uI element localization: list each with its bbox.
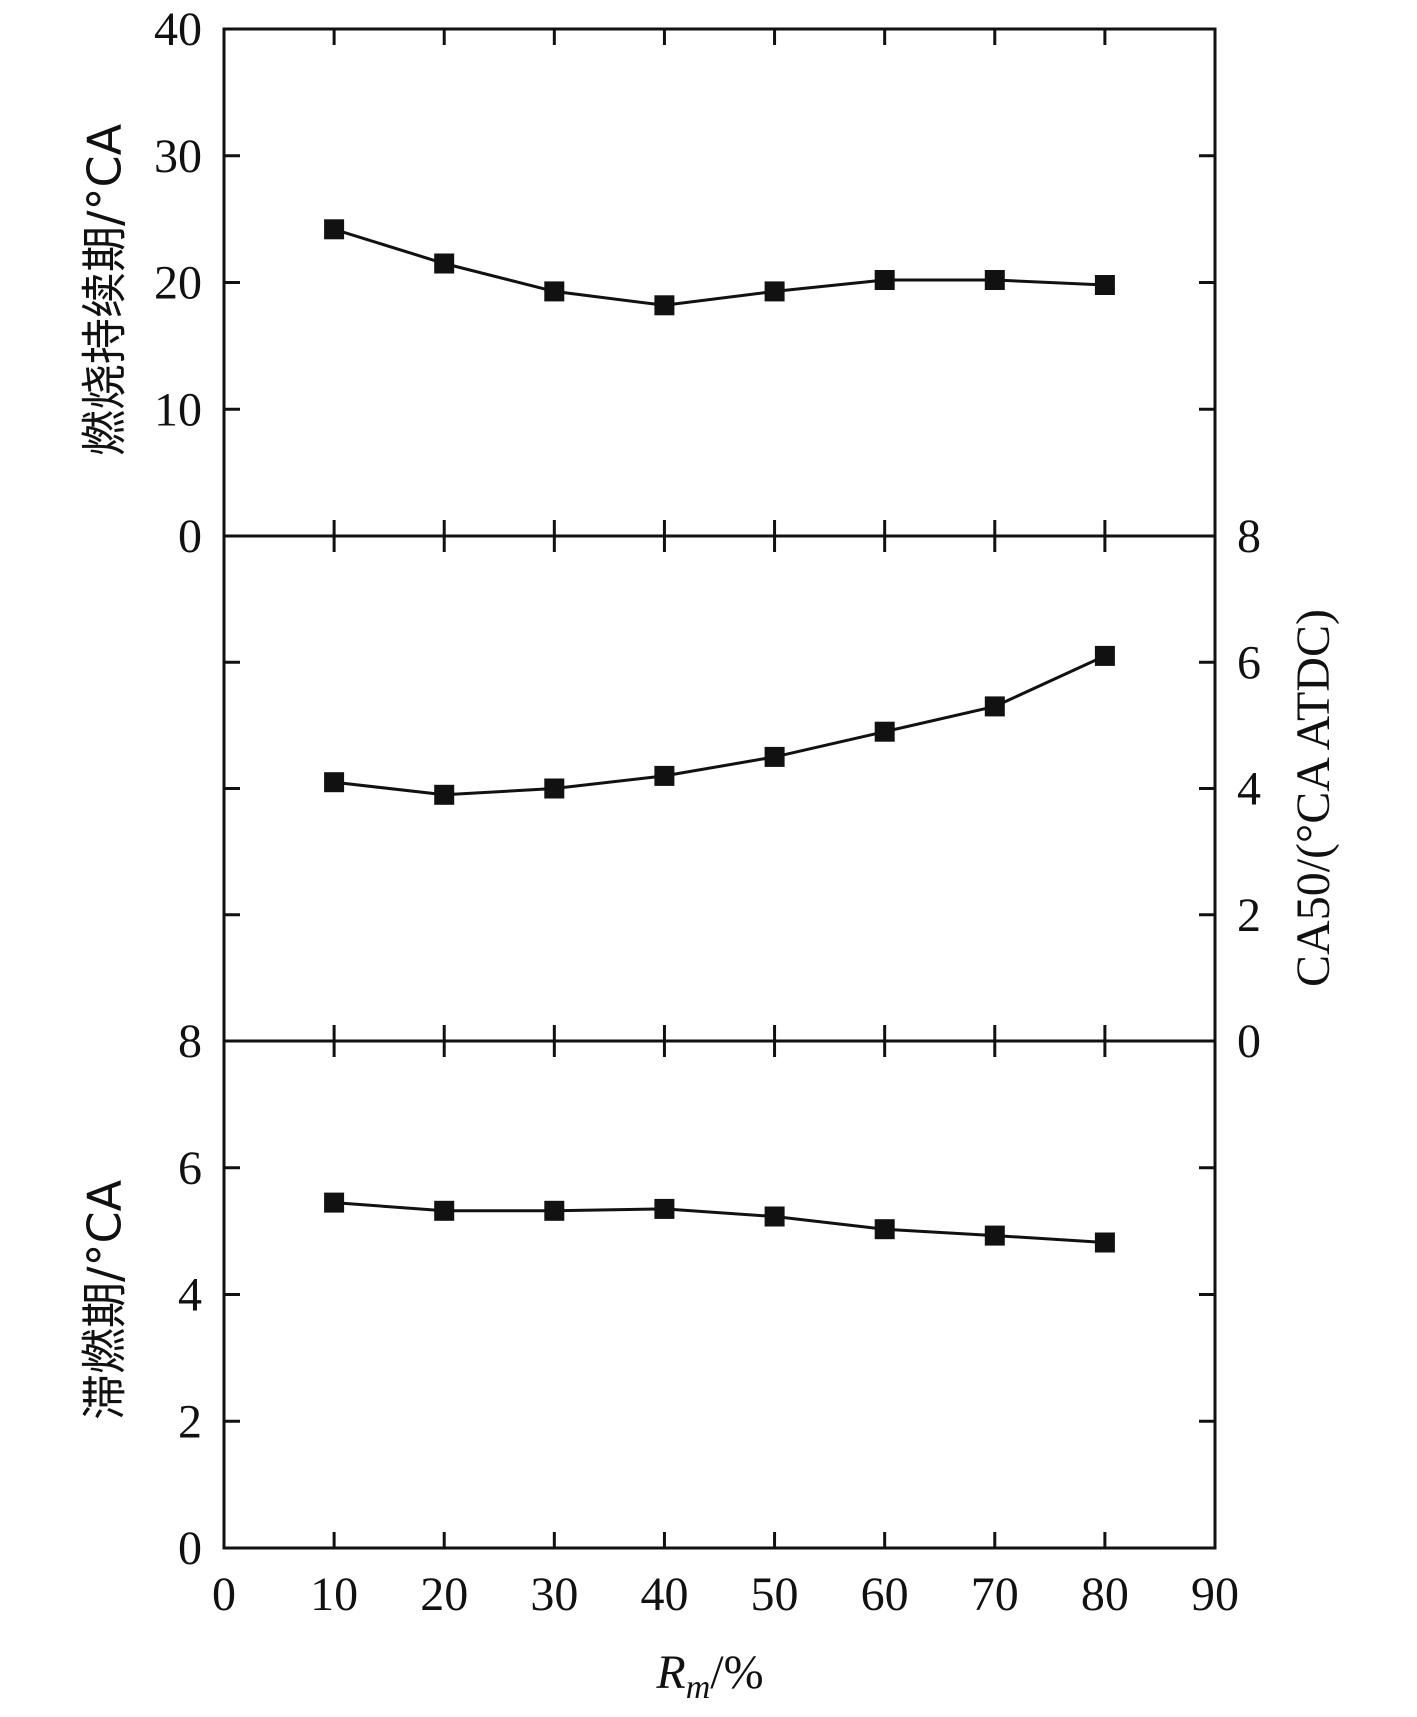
xlabel: Rm/% xyxy=(655,1646,763,1706)
data-point-panel1-3 xyxy=(654,765,675,786)
xlabel-main: R xyxy=(655,1646,685,1699)
xlabel-sub: m xyxy=(686,1669,711,1706)
data-point-panel0-7 xyxy=(1094,275,1115,295)
data-point-panel1-2 xyxy=(544,778,565,799)
xtick-label: 0 xyxy=(212,1568,236,1621)
series-line-panel2 xyxy=(333,1201,1105,1244)
data-point-panel2-6 xyxy=(984,1225,1005,1246)
data-point-panel2-3 xyxy=(654,1198,675,1219)
panel-frames xyxy=(222,27,1217,1550)
data-point-panel1-5 xyxy=(874,721,895,742)
panel-frame-1 xyxy=(222,534,1217,1043)
data-point-panel0-1 xyxy=(434,253,455,274)
xtick-label: 90 xyxy=(1191,1568,1239,1621)
ytick-label-panel0: 10 xyxy=(154,383,202,436)
data-point-panel0-6 xyxy=(984,270,1005,290)
ytick-label-panel2: 4 xyxy=(178,1269,202,1322)
xtick-label: 80 xyxy=(1081,1568,1129,1621)
ytick-label-panel1: 2 xyxy=(1237,889,1261,942)
data-point-panel1-7 xyxy=(1094,645,1115,666)
data-point-panel0-0 xyxy=(324,219,345,240)
ylabel-combustion-duration: 燃烧持续期/°CA xyxy=(78,123,132,456)
data-point-panel0-2 xyxy=(544,281,565,302)
ytick-label-panel2: 6 xyxy=(178,1142,202,1195)
data-point-panel2-7 xyxy=(1094,1232,1115,1253)
data-series xyxy=(324,219,1115,1253)
ylabel-ca50: CA50/(°CA ATDC) xyxy=(1287,609,1340,987)
ytick-label-panel2: 8 xyxy=(178,1015,202,1068)
xtick-label: 70 xyxy=(971,1568,1019,1621)
ytick-label-panel0: 0 xyxy=(178,510,202,563)
data-point-panel2-1 xyxy=(434,1200,455,1221)
series-line-panel1 xyxy=(333,654,1106,797)
data-point-panel1-1 xyxy=(434,784,455,805)
xtick-label: 50 xyxy=(751,1568,799,1621)
xlabel-rest: /% xyxy=(710,1646,763,1699)
xtick-label: 60 xyxy=(861,1568,909,1621)
data-point-panel0-4 xyxy=(764,281,785,302)
axis-ticks xyxy=(224,29,1215,1548)
data-point-panel2-4 xyxy=(764,1206,785,1227)
xtick-label: 10 xyxy=(310,1568,358,1621)
ytick-label-panel1: 8 xyxy=(1237,510,1261,563)
data-point-panel0-3 xyxy=(654,295,675,316)
ytick-label-panel0: 40 xyxy=(154,3,202,56)
ytick-label-panel0: 30 xyxy=(154,130,202,183)
ylabel-ignition-delay: 滞燃期/°CA xyxy=(78,1179,132,1420)
series-line-panel0 xyxy=(333,227,1105,307)
xtick-label: 40 xyxy=(640,1568,688,1621)
data-point-panel2-0 xyxy=(324,1192,345,1213)
data-point-panel2-2 xyxy=(544,1200,565,1221)
ytick-label-panel1: 4 xyxy=(1237,763,1261,816)
data-point-panel1-4 xyxy=(764,746,785,767)
ytick-label-panel1: 6 xyxy=(1237,636,1261,689)
ytick-label-panel2: 0 xyxy=(178,1522,202,1575)
xtick-label: 20 xyxy=(420,1568,468,1621)
xtick-label: 30 xyxy=(530,1568,578,1621)
data-point-panel2-5 xyxy=(874,1219,895,1240)
data-point-panel0-5 xyxy=(874,270,895,290)
ytick-label-panel1: 0 xyxy=(1237,1015,1261,1068)
ytick-label-panel0: 20 xyxy=(154,257,202,310)
data-point-panel1-6 xyxy=(984,696,1005,717)
ytick-label-panel2: 2 xyxy=(178,1395,202,1448)
panel-frame-2 xyxy=(222,1039,1217,1550)
data-point-panel1-0 xyxy=(324,772,345,793)
